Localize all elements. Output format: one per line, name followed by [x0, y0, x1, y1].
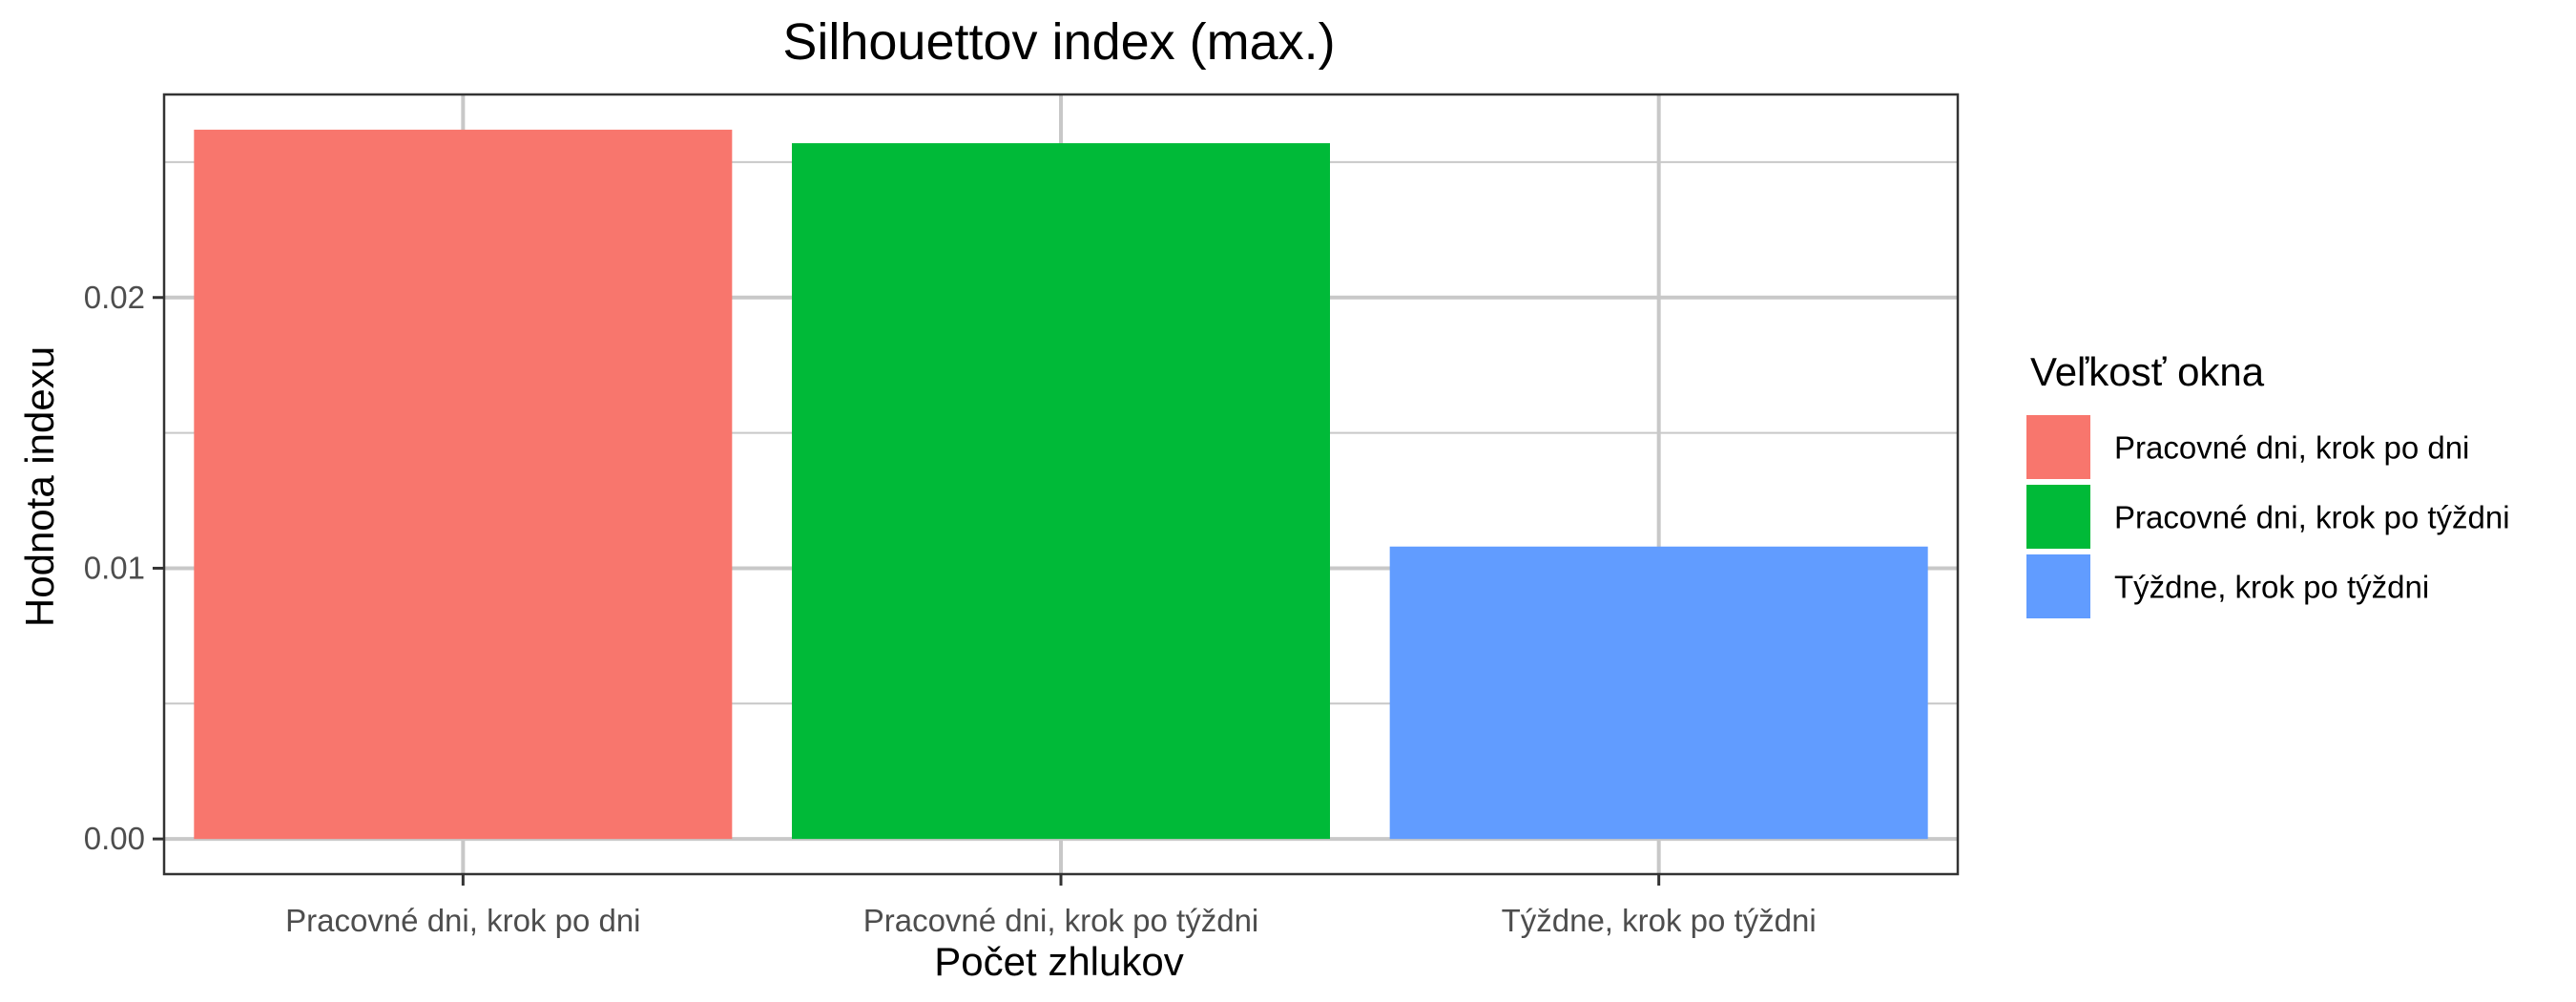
plot-panel: 0.00 0.01 0.02 Pracovné dni, krok po dni Pra…	[84, 93, 1960, 938]
x-tick-label: Pracovné dni, krok po týždni	[863, 903, 1259, 938]
chart-title: Silhouettov index (max.)	[782, 13, 1335, 71]
y-tick-label: 0.00	[84, 821, 145, 856]
legend-label: Pracovné dni, krok po týždni	[2114, 500, 2510, 535]
legend-label: Pracovné dni, krok po dni	[2114, 430, 2469, 466]
x-tick-label: Pracovné dni, krok po dni	[285, 903, 640, 938]
y-tick-label: 0.01	[84, 550, 145, 585]
x-axis-title: Počet zhlukov	[934, 939, 1183, 984]
y-tick-label: 0.02	[84, 280, 145, 315]
bar	[792, 143, 1330, 840]
legend-title: Veľkosť okna	[2030, 349, 2265, 394]
x-tick-label: Týždne, krok po týždni	[1502, 903, 1817, 938]
bar	[1389, 546, 1928, 840]
legend-key	[2026, 415, 2090, 479]
legend-label: Týždne, krok po týždni	[2114, 570, 2429, 605]
y-axis-title: Hodnota indexu	[17, 346, 62, 627]
legend: Veľkosť okna Pracovné dni, krok po dni Pr…	[2026, 349, 2510, 618]
legend-key	[2026, 554, 2090, 618]
bar	[194, 129, 733, 840]
legend-key	[2026, 485, 2090, 549]
